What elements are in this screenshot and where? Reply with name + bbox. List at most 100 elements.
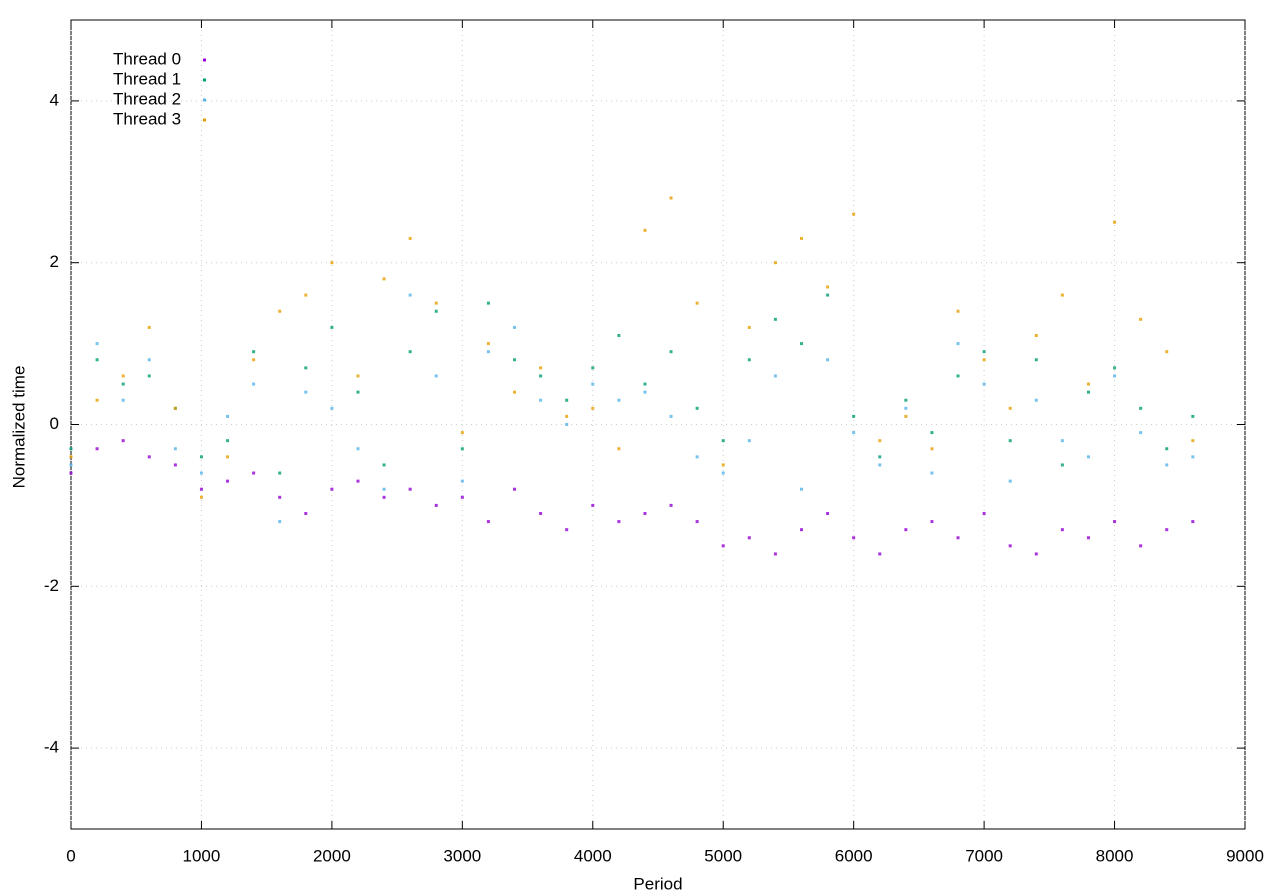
data-point xyxy=(1139,317,1143,321)
data-point xyxy=(1060,293,1064,297)
data-point xyxy=(878,463,882,467)
data-point xyxy=(252,471,256,475)
legend-swatch xyxy=(203,98,206,102)
data-point xyxy=(826,293,830,297)
data-point xyxy=(330,325,334,329)
data-point xyxy=(643,382,647,386)
data-point xyxy=(513,487,517,491)
data-point xyxy=(669,503,673,507)
data-point xyxy=(982,511,986,515)
data-point xyxy=(1086,536,1090,540)
data-point xyxy=(356,374,360,378)
data-point xyxy=(826,358,830,362)
data-point xyxy=(486,350,490,354)
data-point xyxy=(356,447,360,451)
data-point xyxy=(382,487,386,491)
data-point xyxy=(69,471,73,475)
data-point xyxy=(1113,366,1117,370)
data-point xyxy=(1034,334,1038,338)
data-point xyxy=(1139,406,1143,410)
data-point xyxy=(852,212,856,216)
data-point xyxy=(382,495,386,499)
data-point xyxy=(721,544,725,548)
data-point xyxy=(408,293,412,297)
data-point xyxy=(199,487,203,491)
x-tick-label: 2000 xyxy=(313,846,351,865)
data-point xyxy=(173,406,177,410)
data-point xyxy=(304,366,308,370)
data-point xyxy=(982,382,986,386)
data-point xyxy=(669,414,673,418)
data-point xyxy=(1191,455,1195,459)
data-point xyxy=(1060,439,1064,443)
data-point xyxy=(460,495,464,499)
data-point xyxy=(147,374,151,378)
data-point xyxy=(460,431,464,435)
data-point xyxy=(1165,528,1169,532)
data-point xyxy=(199,455,203,459)
data-point xyxy=(1034,358,1038,362)
data-point xyxy=(1165,350,1169,354)
data-point xyxy=(1086,390,1090,394)
x-tick-label: 8000 xyxy=(1096,846,1134,865)
data-point xyxy=(382,463,386,467)
data-point xyxy=(773,261,777,265)
data-point xyxy=(513,325,517,329)
data-point xyxy=(591,503,595,507)
data-point xyxy=(513,358,517,362)
data-point xyxy=(695,520,699,524)
data-point xyxy=(799,528,803,532)
data-point xyxy=(539,398,543,402)
data-point xyxy=(356,390,360,394)
data-point xyxy=(1086,455,1090,459)
data-point xyxy=(643,390,647,394)
data-point xyxy=(591,406,595,410)
data-point xyxy=(1086,382,1090,386)
data-point xyxy=(513,390,517,394)
x-tick-label: 9000 xyxy=(1226,846,1264,865)
data-point xyxy=(199,471,203,475)
data-point xyxy=(617,334,621,338)
data-point xyxy=(539,511,543,515)
data-point xyxy=(330,487,334,491)
data-point xyxy=(147,358,151,362)
data-point xyxy=(226,414,230,418)
data-point xyxy=(956,309,960,313)
data-point xyxy=(773,552,777,556)
data-point xyxy=(565,423,569,426)
data-point xyxy=(121,382,125,386)
data-point xyxy=(747,439,751,443)
data-point xyxy=(956,536,960,540)
data-point xyxy=(252,382,256,386)
data-point xyxy=(695,455,699,459)
data-point xyxy=(408,350,412,354)
x-tick-label: 3000 xyxy=(443,846,481,865)
data-point xyxy=(434,503,438,507)
data-point xyxy=(304,293,308,297)
data-point xyxy=(799,236,803,240)
data-point xyxy=(695,406,699,410)
data-point xyxy=(69,463,73,467)
data-point xyxy=(904,528,908,532)
data-point xyxy=(826,285,830,289)
data-point xyxy=(69,455,73,459)
data-point xyxy=(252,350,256,354)
data-point xyxy=(95,342,99,346)
data-point xyxy=(1060,528,1064,532)
data-point xyxy=(460,479,464,483)
data-point xyxy=(904,398,908,402)
data-point xyxy=(878,455,882,459)
legend-swatch xyxy=(203,78,206,82)
data-point xyxy=(930,431,934,435)
data-point xyxy=(1008,544,1012,548)
data-point xyxy=(1113,520,1117,524)
data-point xyxy=(1165,463,1169,467)
data-point xyxy=(486,342,490,346)
x-tick-label: 1000 xyxy=(183,846,221,865)
data-point xyxy=(930,520,934,524)
data-point xyxy=(799,487,803,491)
data-point xyxy=(904,414,908,418)
data-point xyxy=(434,374,438,378)
